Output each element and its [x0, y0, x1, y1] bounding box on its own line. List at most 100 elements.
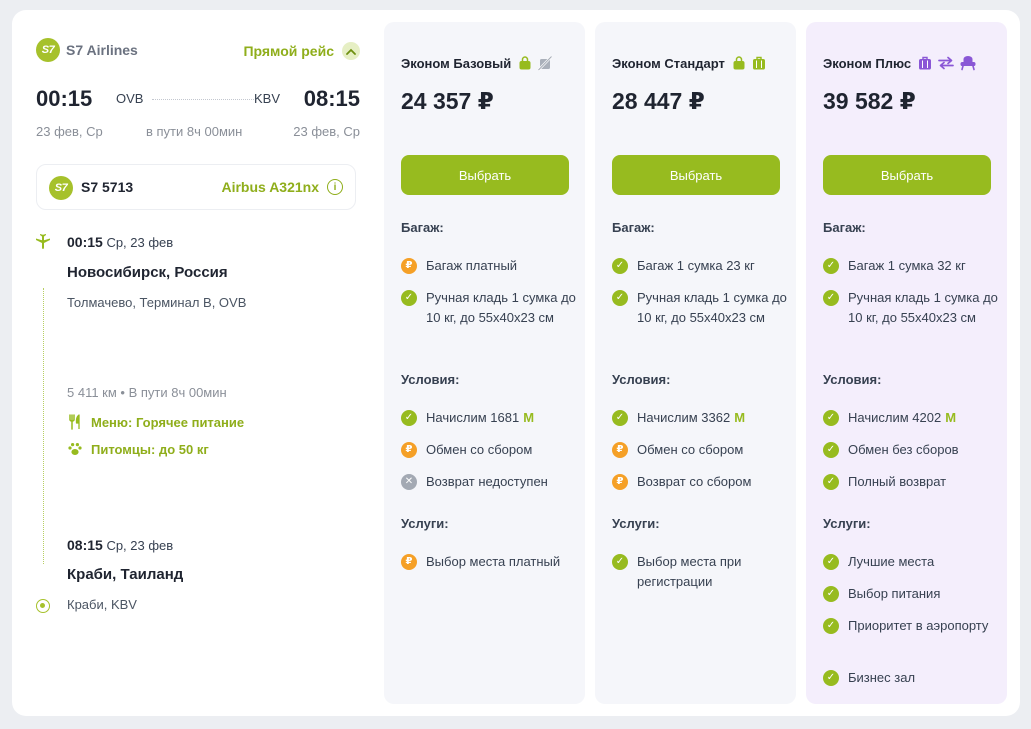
baggage-section-label: Багаж: [612, 220, 655, 235]
origin-code: OVB [116, 91, 144, 106]
ruble-coin-icon: ₽ [401, 442, 417, 458]
paw-icon [68, 443, 82, 455]
fare-feature: ✓ Выбор места при регистрации [612, 552, 788, 592]
amenity-pets: Питомцы: до 50 кг [67, 441, 209, 457]
amenity-meal-label: Меню: Горячее питание [91, 414, 245, 430]
chevron-up-icon[interactable] [342, 42, 360, 60]
fare-feature: ✓ Выбор питания [823, 584, 999, 604]
check-icon: ✓ [823, 554, 839, 570]
services-section-label: Услуги: [401, 516, 449, 531]
fare-feature-text: Выбор места при регистрации [637, 554, 742, 589]
arrival-segment-date: Ср, 23 фев [106, 538, 174, 553]
arrival-segment-hour: 08:15 [67, 537, 103, 553]
check-icon: ✓ [823, 586, 839, 602]
fare-name: Эконом Стандарт [612, 55, 725, 71]
arrival-time: 08:15 [303, 86, 360, 111]
flight-info-box: S7 S7 5713 Airbus A321nx i [36, 164, 356, 210]
suitcase-icon [917, 55, 933, 71]
check-icon: ✓ [823, 258, 839, 274]
fare-price: 28 447 ₽ [612, 88, 705, 114]
check-icon: ✓ [823, 474, 839, 490]
fare-feature: ₽ Обмен со сбором [401, 440, 577, 460]
services-section-label: Услуги: [612, 516, 660, 531]
flight-card: S7 S7 Airlines Прямой рейс 00:15 OVB KBV… [12, 10, 1020, 716]
airline-logo-small: S7 [49, 176, 73, 200]
fare-name: Эконом Базовый [401, 55, 512, 71]
fare-feature: ✓ Багаж 1 сумка 23 кг [612, 256, 788, 276]
departure-segment-hour: 00:15 [67, 234, 103, 250]
choose-fare-button[interactable]: Выбрать [612, 155, 780, 195]
fare-feature: ₽ Возврат со сбором [612, 472, 788, 492]
route-divider [152, 99, 254, 100]
hand-bag-icon [517, 55, 533, 71]
fare-feature-text: Обмен со сбором [637, 442, 744, 457]
fare-feature: ✕ Возврат недоступен [401, 472, 577, 492]
fare-feature: ✓ Ручная кладь 1 сумка до 10 кг, до 55х40… [401, 288, 577, 328]
fare-feature: ₽ Выбор места платный [401, 552, 577, 572]
fare-price: 39 582 ₽ [823, 88, 916, 114]
check-icon: ✓ [612, 410, 628, 426]
amenity-meal: Меню: Горячее питание [67, 414, 244, 430]
ruble-coin-icon: ₽ [612, 474, 628, 490]
check-icon: ✓ [612, 554, 628, 570]
fare-feature: ₽ Обмен со сбором [612, 440, 788, 460]
fare-economy-basic: Эконом Базовый 24 357 ₽ Выбрать Багаж: ₽ Б… [384, 22, 585, 704]
departure-time: 00:15 [36, 86, 93, 111]
fare-feature-text: Возврат недоступен [426, 474, 548, 489]
ruble-coin-icon: ₽ [612, 442, 628, 458]
arrival-city: Краби, Таиланд [67, 566, 184, 583]
check-icon: ✓ [823, 670, 839, 686]
fare-feature: ✓ Бизнес зал [823, 668, 999, 688]
fare-feature: ✓ Обмен без сборов [823, 440, 999, 460]
check-icon: ✓ [823, 290, 839, 306]
fare-feature-text: Лучшие места [848, 554, 935, 569]
choose-fare-button[interactable]: Выбрать [401, 155, 569, 195]
arrival-airport: Краби, KBV [67, 597, 137, 612]
fare-feature: ✓ Начислим 1681 M [401, 408, 577, 428]
amenity-pets-label: Питомцы: до 50 кг [91, 441, 209, 457]
baggage-section-label: Багаж: [401, 220, 444, 235]
arrival-date: 23 фев, Ср [293, 124, 360, 139]
check-icon: ✓ [823, 618, 839, 634]
baggage-section-label: Багаж: [823, 220, 866, 235]
exchange-icon [937, 55, 955, 71]
flight-stats: 5 411 км • В пути 8ч 00мин [67, 385, 227, 400]
suitcase-icon [751, 55, 767, 71]
fare-feature-text: Багаж платный [426, 258, 518, 273]
aircraft-info[interactable]: Airbus A321nx i [221, 179, 343, 195]
fare-icons [917, 55, 981, 71]
conditions-section-label: Условия: [612, 372, 671, 387]
fare-feature: ✓ Приоритет в аэропорту [823, 616, 999, 636]
direct-flight-label: Прямой рейс [243, 43, 334, 59]
fare-economy-standard: Эконом Стандарт 28 447 ₽ Выбрать Багаж: ✓… [595, 22, 796, 704]
check-icon: ✓ [401, 290, 417, 306]
fare-feature-text: Полный возврат [848, 474, 947, 489]
check-icon: ✓ [612, 258, 628, 274]
choose-fare-button[interactable]: Выбрать [823, 155, 991, 195]
fare-feature-text: Начислим 3362 M [637, 410, 746, 425]
destination-marker-icon [36, 599, 50, 613]
departure-airport: Толмачево, Терминал B, OVB [67, 295, 247, 310]
no-baggage-icon [537, 55, 553, 71]
fare-title: Эконом Стандарт [612, 55, 771, 71]
info-icon[interactable]: i [327, 179, 343, 195]
aircraft-model: Airbus A321nx [221, 179, 319, 195]
fare-feature-text: Бизнес зал [848, 670, 916, 685]
check-icon: ✓ [823, 410, 839, 426]
fare-feature: ₽ Багаж платный [401, 256, 577, 276]
ruble-coin-icon: ₽ [401, 554, 417, 570]
conditions-section-label: Условия: [823, 372, 882, 387]
destination-code: KBV [253, 91, 280, 106]
direct-flight-toggle[interactable]: Прямой рейс [243, 42, 360, 60]
fare-feature-text: Багаж 1 сумка 23 кг [637, 258, 755, 273]
check-icon: ✓ [401, 410, 417, 426]
departure-segment-date: Ср, 23 фев [106, 235, 174, 250]
fare-title: Эконом Базовый [401, 55, 557, 71]
fork-knife-icon [69, 414, 80, 430]
fare-feature-text: Начислим 1681 M [426, 410, 535, 425]
fare-feature: ✓ Начислим 3362 M [612, 408, 788, 428]
fare-icons [517, 55, 557, 71]
flight-times: 00:15 OVB KBV 08:15 [36, 86, 360, 114]
fare-feature-text: Начислим 4202 M [848, 410, 957, 425]
route-line [43, 288, 44, 564]
